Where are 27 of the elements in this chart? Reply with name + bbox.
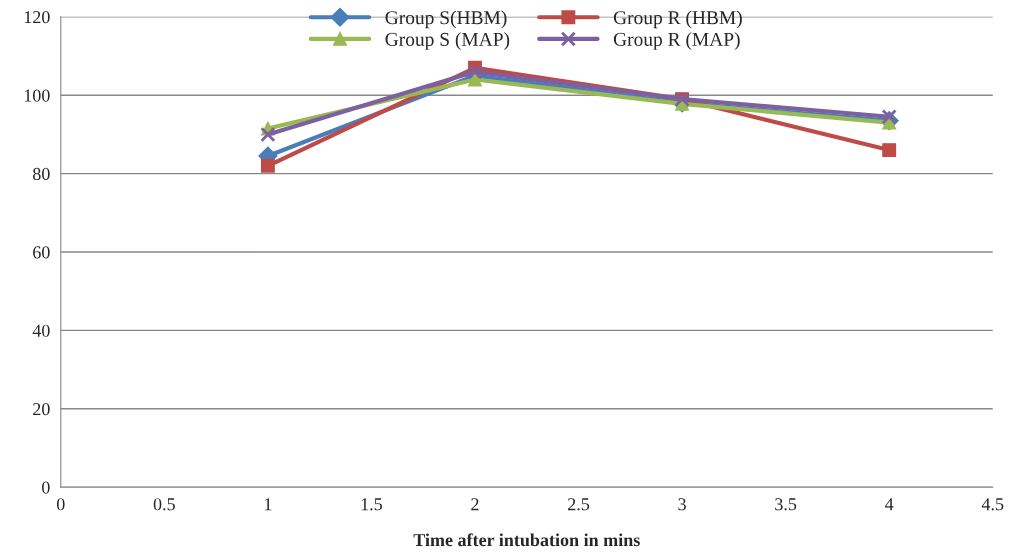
legend-label: Group S (MAP)	[385, 32, 510, 50]
y-tick-label: 20	[33, 403, 50, 416]
x-tick-label: 1.5	[361, 498, 383, 511]
x-tick-label: 0	[56, 498, 65, 511]
y-tick-label: 40	[32, 324, 50, 337]
y-tick-label: 100	[24, 89, 50, 102]
point	[467, 64, 483, 80]
x-tick-label: 2.5	[568, 498, 590, 511]
x-tick-label: 3	[678, 498, 686, 511]
y-tick-label: 0	[42, 481, 50, 494]
x-tick-label: 1	[264, 498, 272, 511]
y-tick-label: 80	[33, 167, 50, 181]
x-tick-label: 4.5	[981, 498, 1004, 511]
x-tick-label: 4	[885, 498, 894, 511]
legend-label: Group S(HBM)	[385, 10, 507, 29]
x-tick-label: 3.5	[775, 498, 797, 511]
point	[468, 72, 482, 87]
y-tick-label: 120	[24, 11, 50, 24]
x-tick-label: 0.5	[153, 498, 175, 511]
point	[260, 126, 276, 143]
legend-label: Group R (HBM)	[613, 10, 742, 29]
y-tick-label: 60	[33, 246, 50, 259]
point	[882, 143, 897, 158]
x-axis-title: Time after intubation in mins	[413, 533, 640, 547]
x-tick-label: 2	[471, 498, 479, 511]
point	[260, 158, 275, 173]
legend-label: Group R (MAP)	[613, 32, 740, 50]
